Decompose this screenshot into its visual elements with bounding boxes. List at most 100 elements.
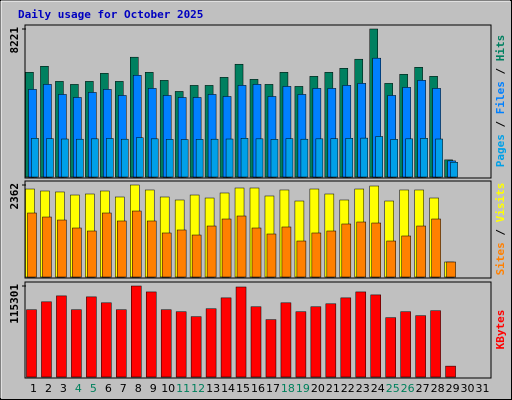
bar (265, 319, 277, 378)
bar (280, 302, 292, 378)
graph-title: Daily usage for October 2025 (18, 8, 203, 21)
bar (26, 309, 37, 378)
legend-entry: Hits (494, 35, 507, 62)
bar (375, 136, 383, 178)
bar (46, 138, 54, 178)
bar (251, 227, 262, 278)
bar (420, 138, 428, 178)
bar (255, 138, 264, 178)
bar (131, 285, 142, 378)
x-tick-label: 29 (446, 382, 460, 395)
legend: KBytes (494, 310, 507, 350)
bar (116, 309, 127, 378)
bar (205, 308, 217, 378)
legend-entry: Files (494, 81, 507, 114)
x-tick-label: 17 (266, 382, 280, 395)
bar (71, 309, 82, 378)
bar (401, 235, 411, 278)
bar (132, 210, 142, 278)
bar (430, 310, 441, 378)
legend-entry: KBytes (494, 310, 507, 350)
bar (340, 297, 352, 378)
bar (101, 302, 112, 378)
bar (31, 138, 39, 178)
bar (295, 311, 307, 378)
bar (191, 234, 202, 278)
bar (310, 306, 322, 378)
bar (61, 138, 69, 178)
bar (315, 138, 324, 178)
bar (220, 297, 232, 378)
bar (180, 139, 189, 178)
x-tick-label: 22 (341, 382, 355, 395)
x-tick-label: 11 (176, 382, 190, 395)
bar (446, 261, 456, 278)
bar (281, 226, 292, 278)
bar (145, 291, 157, 378)
bar (356, 221, 367, 278)
x-tick-label: 13 (206, 382, 220, 395)
x-tick-label: 23 (356, 382, 370, 395)
bar (27, 212, 37, 278)
bar (270, 139, 279, 178)
bar (360, 137, 369, 178)
bar (136, 137, 144, 178)
bar (86, 296, 97, 378)
bar (150, 138, 159, 178)
legend: Sites / Visits (494, 183, 507, 276)
x-tick-label: 8 (135, 382, 142, 395)
bar (330, 138, 339, 178)
bar (415, 315, 426, 378)
x-tick-label: 7 (120, 382, 127, 395)
bar (266, 233, 277, 278)
legend-entry: Visits (494, 183, 507, 223)
x-tick-label: 20 (311, 382, 325, 395)
bar (400, 311, 411, 378)
x-tick-label: 31 (476, 382, 490, 395)
bar (160, 309, 172, 378)
bar (386, 240, 396, 278)
bar (431, 218, 441, 278)
bar (57, 219, 67, 278)
x-tick-label: 28 (431, 382, 445, 395)
bar (195, 139, 204, 178)
bar (416, 225, 426, 278)
bar (300, 138, 309, 178)
bar (42, 216, 52, 278)
bar (106, 138, 114, 178)
bar (250, 306, 262, 378)
bar (41, 301, 52, 378)
bar (225, 138, 234, 178)
bar (285, 138, 294, 178)
x-tick-label: 2 (45, 382, 52, 395)
bar (296, 240, 307, 278)
bar (146, 220, 157, 278)
bar (221, 218, 232, 278)
bar (87, 230, 97, 278)
bar (341, 223, 352, 278)
x-tick-label: 21 (326, 382, 340, 395)
bar (445, 365, 456, 378)
x-tick-label: 5 (90, 382, 97, 395)
bar (311, 232, 322, 278)
bar (117, 220, 127, 278)
x-tick-label: 15 (236, 382, 250, 395)
x-tick-label: 30 (461, 382, 475, 395)
bar (210, 138, 219, 178)
legend: Pages / Files / Hits (494, 35, 507, 168)
x-tick-label: 12 (191, 382, 205, 395)
x-tick-label: 6 (105, 382, 112, 395)
bar (390, 139, 398, 178)
bar (371, 222, 381, 278)
legend-entry: Pages (494, 134, 507, 167)
x-tick-label: 14 (221, 382, 235, 395)
x-tick-label: 18 (281, 382, 295, 395)
bar (176, 229, 187, 278)
bar (355, 291, 367, 378)
bar (190, 316, 202, 378)
bar (326, 230, 337, 278)
x-tick-label: 25 (386, 382, 400, 395)
bar (325, 303, 337, 378)
bar (236, 215, 247, 278)
y-max-label: 2362 (8, 183, 21, 210)
